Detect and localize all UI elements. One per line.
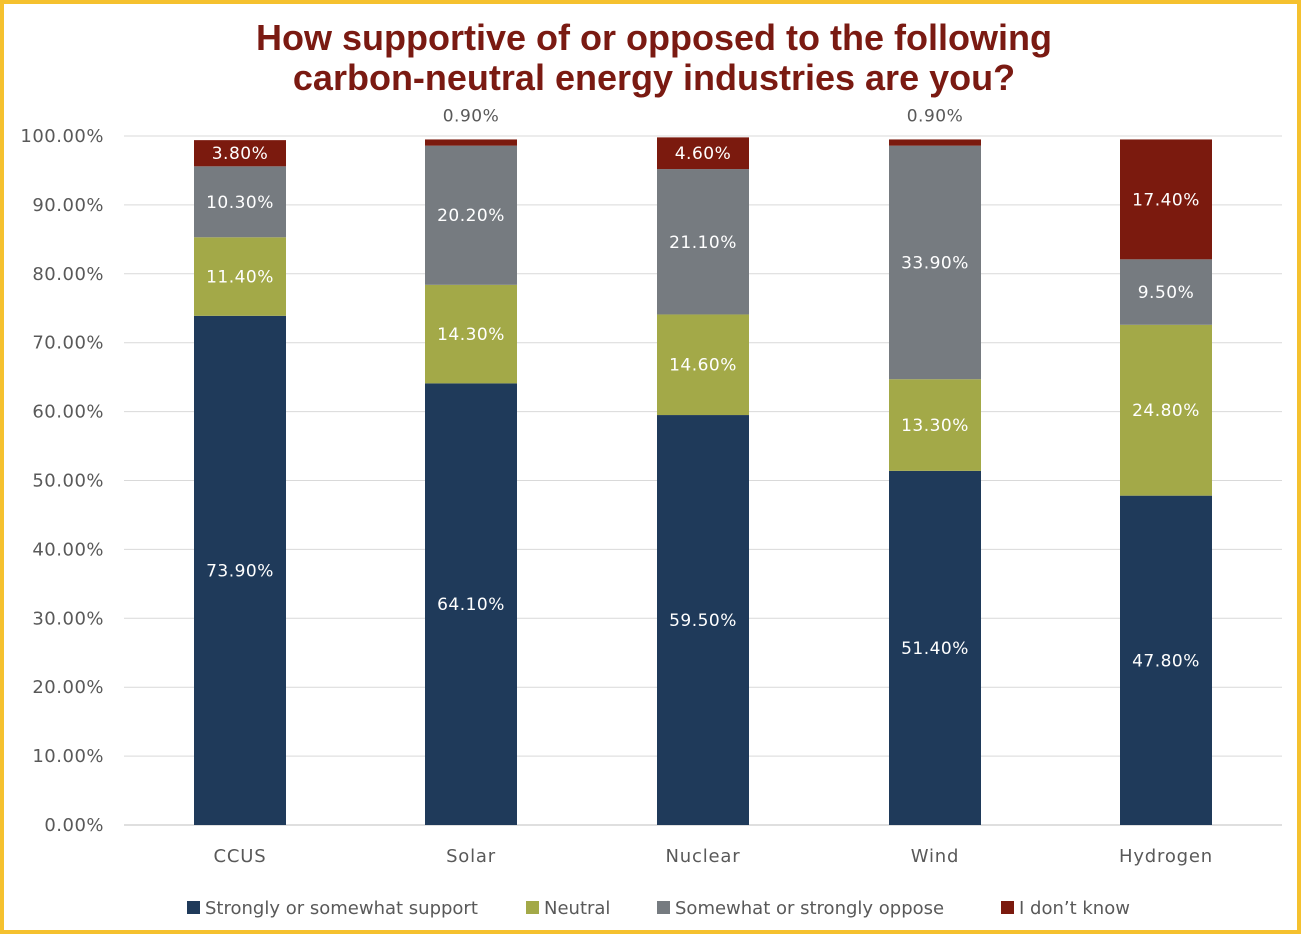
data-label: 17.40% — [1132, 190, 1200, 210]
legend-swatch — [1001, 901, 1014, 914]
legend-swatch — [187, 901, 200, 914]
bar-segment — [1120, 259, 1212, 325]
legend-label: Neutral — [544, 898, 610, 919]
y-tick-label: 50.00% — [32, 471, 104, 492]
data-label: 21.10% — [669, 233, 737, 253]
data-label: 20.20% — [437, 206, 505, 226]
bars — [194, 137, 1212, 825]
x-category-label: Nuclear — [666, 846, 741, 867]
bar-segment — [657, 415, 749, 825]
legend: Strongly or somewhat support Neutral Somew… — [187, 898, 1130, 919]
y-tick-label: 10.00% — [32, 746, 104, 767]
y-tick-label: 80.00% — [32, 264, 104, 285]
data-label: 14.60% — [669, 356, 737, 376]
data-label: 4.60% — [675, 144, 732, 164]
bar-segment — [657, 137, 749, 170]
y-tick-label: 0.00% — [44, 815, 104, 836]
bar-segment — [425, 145, 517, 285]
y-tick-label: 30.00% — [32, 608, 104, 629]
chart-title: How supportive of or opposed to the foll… — [154, 18, 1154, 98]
y-tick-label: 60.00% — [32, 402, 104, 423]
data-label: 47.80% — [1132, 651, 1200, 671]
bar-segment — [1120, 139, 1212, 260]
bar-segment — [889, 470, 981, 825]
bar-segment — [194, 166, 286, 238]
legend-label: I don’t know — [1019, 898, 1130, 919]
data-label: 11.40% — [206, 268, 274, 288]
chart-title-line-1: How supportive of or opposed to the foll… — [256, 17, 1052, 58]
bar-segment — [425, 284, 517, 384]
legend-label: Somewhat or strongly oppose — [675, 898, 944, 919]
x-category-label: Solar — [446, 846, 496, 867]
legend-swatch — [526, 901, 539, 914]
bar-segment — [889, 379, 981, 471]
y-tick-label: 40.00% — [32, 539, 104, 560]
y-axis-ticks: 0.00% 10.00% 20.00% 30.00% 40.00% 50.00% 60.00… — [20, 126, 104, 836]
x-category-label: Hydrogen — [1119, 846, 1213, 867]
bar-segment — [1120, 495, 1212, 825]
data-label: 0.90% — [443, 106, 500, 126]
y-tick-label: 20.00% — [32, 677, 104, 698]
bar-segment — [425, 383, 517, 825]
data-label: 13.30% — [901, 416, 969, 436]
chart-title-line-2: carbon-neutral energy industries are you… — [292, 57, 1016, 98]
x-category-label: CCUS — [214, 846, 267, 867]
bar-segment — [889, 139, 981, 146]
bar-segment — [889, 145, 981, 380]
data-labels: 73.90% 11.40% 10.30% 3.80% 64.10% 14.30% 20.20… — [206, 106, 1200, 671]
bar-segment — [657, 314, 749, 416]
data-label: 51.40% — [901, 639, 969, 659]
bar-segment — [194, 315, 286, 825]
legend-swatch — [657, 901, 670, 914]
data-label: 59.50% — [669, 611, 737, 631]
legend-label: Strongly or somewhat support — [205, 898, 478, 919]
data-label: 24.80% — [1132, 401, 1200, 421]
bar-segment — [194, 237, 286, 316]
bar-segment — [194, 140, 286, 167]
y-tick-label: 70.00% — [32, 333, 104, 354]
data-label: 3.80% — [212, 144, 269, 164]
y-tick-label: 100.00% — [20, 126, 104, 147]
x-category-label: Wind — [911, 846, 959, 867]
data-label: 0.90% — [907, 106, 964, 126]
bar-segment — [657, 169, 749, 315]
data-label: 14.30% — [437, 325, 505, 345]
y-tick-label: 90.00% — [32, 195, 104, 216]
data-label: 33.90% — [901, 253, 969, 273]
data-label: 73.90% — [206, 561, 274, 581]
data-label: 64.10% — [437, 595, 505, 615]
data-label: 10.30% — [206, 193, 274, 213]
bar-segment — [425, 139, 517, 146]
data-label: 9.50% — [1138, 283, 1195, 303]
x-axis-categories: CCUS Solar Nuclear Wind Hydrogen — [214, 846, 1213, 867]
bar-segment — [1120, 324, 1212, 496]
